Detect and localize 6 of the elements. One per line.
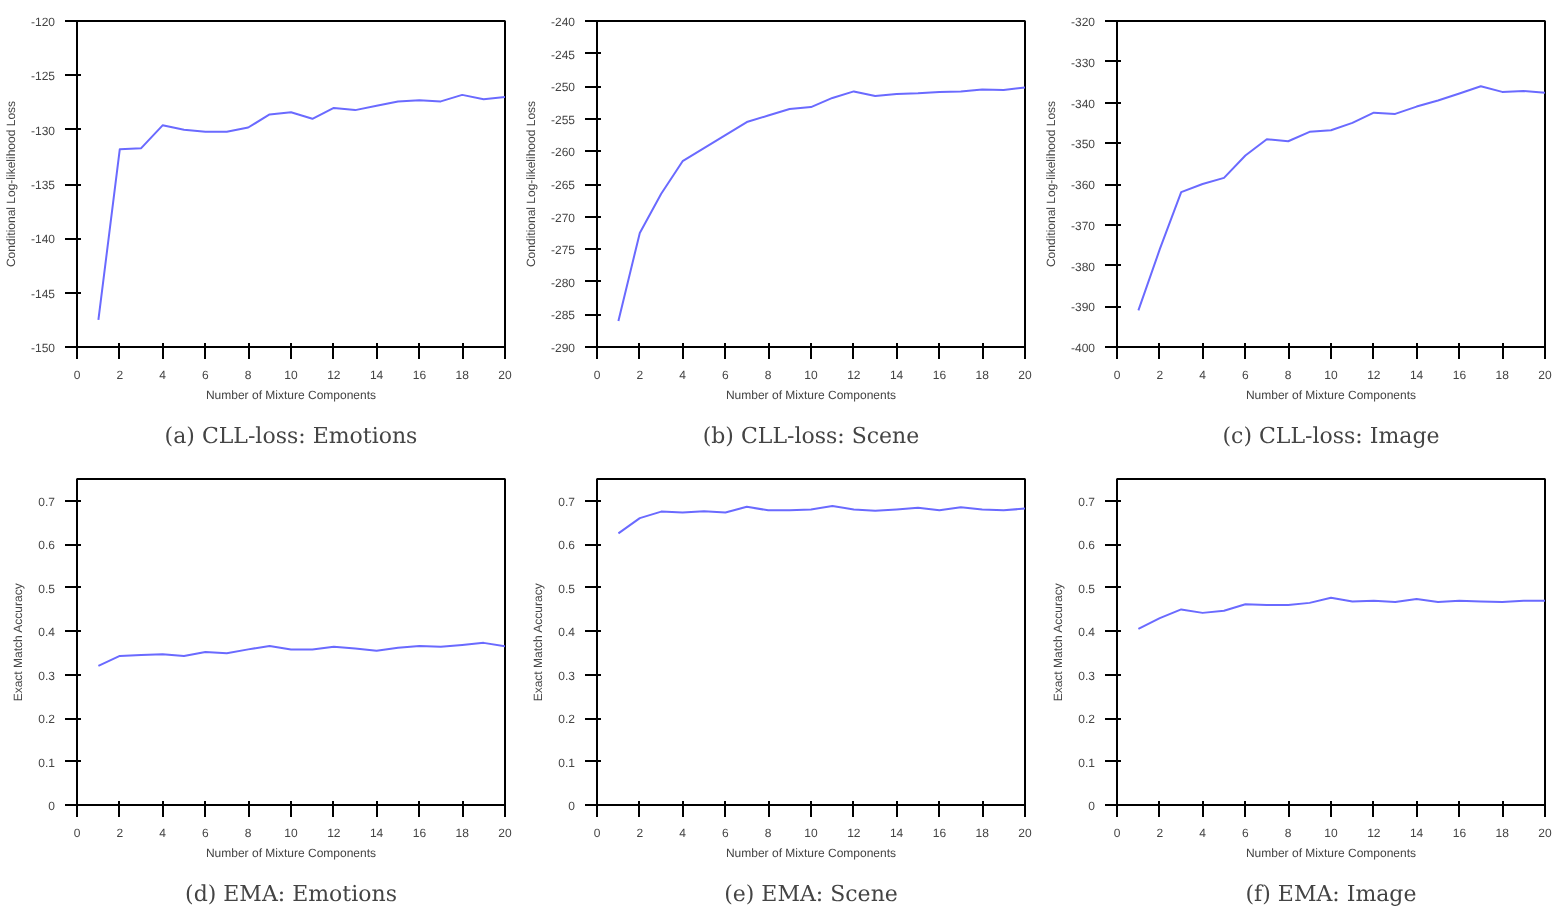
text: (e) EMA: Scene <box>724 881 898 907</box>
text: (c) CLL-loss: Image <box>1222 423 1440 449</box>
text: (a) CLL-loss: Emotions <box>164 423 419 449</box>
text: (d) EMA: Emotions <box>185 881 398 907</box>
text: (b) CLL-loss: Scene <box>702 423 920 449</box>
text: (f) EMA: Image <box>1245 881 1417 907</box>
